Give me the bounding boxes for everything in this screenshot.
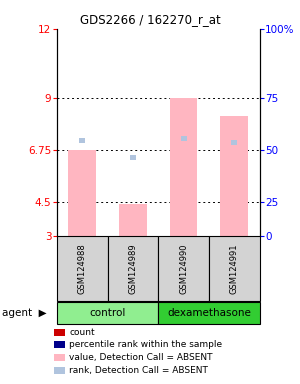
Bar <box>169 98 197 236</box>
Bar <box>220 116 248 236</box>
Text: control: control <box>89 308 126 318</box>
Text: count: count <box>69 328 95 337</box>
Bar <box>130 155 136 160</box>
Text: agent  ▶: agent ▶ <box>2 308 46 318</box>
Text: GSM124990: GSM124990 <box>179 243 188 294</box>
Text: rank, Detection Call = ABSENT: rank, Detection Call = ABSENT <box>69 366 208 375</box>
Bar <box>181 136 187 141</box>
Bar <box>119 204 147 236</box>
Text: GSM124991: GSM124991 <box>230 243 239 294</box>
Text: GSM124988: GSM124988 <box>78 243 87 294</box>
Text: percentile rank within the sample: percentile rank within the sample <box>69 340 222 349</box>
Bar <box>79 138 85 143</box>
Text: value, Detection Call = ABSENT: value, Detection Call = ABSENT <box>69 353 213 362</box>
Text: GDS2266 / 162270_r_at: GDS2266 / 162270_r_at <box>80 13 220 26</box>
Bar <box>68 150 96 236</box>
Bar <box>231 140 237 146</box>
Text: dexamethasone: dexamethasone <box>167 308 251 318</box>
Text: GSM124989: GSM124989 <box>128 243 137 294</box>
